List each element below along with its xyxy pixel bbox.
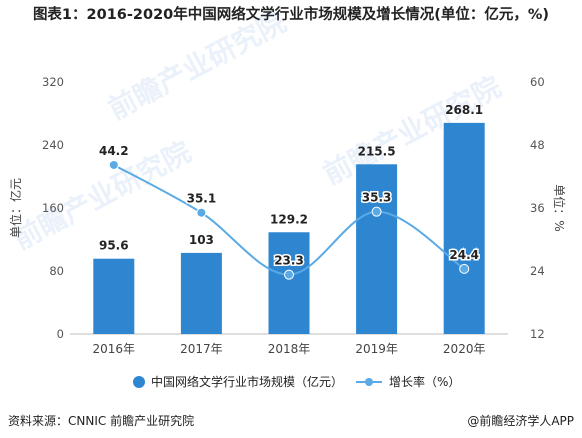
- x-axis-tick-labels: 2016年 2017年 2018年 2019年 2020年: [93, 342, 486, 356]
- right-axis-tick-label: 48: [530, 138, 545, 152]
- bar-series: 95.6 103 129.2 215.5 268.1: [93, 103, 485, 334]
- bar: [356, 164, 398, 334]
- bar: [443, 122, 485, 334]
- line-data-label: 24.4: [449, 248, 479, 262]
- legend-label-bar: 中国网络文学行业市场规模（亿元）: [151, 374, 343, 389]
- left-axis-ticks: 0 80 160 240 320: [42, 75, 64, 341]
- legend-marker-line-dot: [365, 378, 373, 386]
- x-axis-tick-label: 2016年: [93, 342, 136, 356]
- legend-label-line: 增长率（%）: [389, 374, 460, 389]
- x-axis-tick-label: 2019年: [355, 342, 398, 356]
- line-data-label: 44.2: [99, 144, 129, 158]
- watermark: 前瞻产业研究院 前瞻产业研究院 前瞻产业研究院: [8, 5, 507, 256]
- line-point: [284, 269, 294, 280]
- page-title: 图表1：2016-2020年中国网络文学行业市场规模及增长情况(单位：亿元，%): [32, 7, 550, 23]
- x-axis-tick-label: 2017年: [180, 342, 223, 356]
- right-axis-tick-label: 24: [530, 264, 545, 278]
- right-axis-label: 单位：%: [552, 184, 567, 231]
- bar: [180, 252, 222, 334]
- right-axis-tick-label: 36: [530, 201, 545, 215]
- left-axis-tick-label: 320: [42, 75, 64, 89]
- x-axis-tick-label: 2018年: [268, 342, 311, 356]
- line-point: [196, 207, 207, 218]
- right-axis-tick-label: 12: [530, 327, 545, 341]
- left-axis-label: 单位：亿元: [8, 178, 23, 238]
- line-data-label: 35.1: [187, 192, 217, 206]
- credit-note: @前瞻经济学人APP: [467, 414, 574, 428]
- line-point: [108, 159, 119, 170]
- line-point: [459, 263, 470, 274]
- bar: [93, 258, 135, 334]
- bar-data-label: 215.5: [358, 144, 396, 158]
- source-note: 资料来源：CNNIC 前瞻产业研究院: [8, 414, 195, 428]
- legend-marker-bar: [133, 376, 145, 388]
- line-series: 44.2 35.1 23.3 35.3 24.4: [97, 142, 481, 280]
- bar-data-label: 103: [189, 233, 214, 247]
- watermark-text: 前瞻产业研究院: [103, 5, 292, 126]
- left-axis-tick-label: 240: [42, 138, 64, 152]
- line-data-label: 23.3: [274, 254, 304, 268]
- right-axis-tick-label: 60: [530, 75, 545, 89]
- legend: 中国网络文学行业市场规模（亿元） 增长率（%）: [133, 374, 460, 389]
- left-axis-tick-label: 80: [49, 264, 64, 278]
- bar-data-label: 95.6: [99, 239, 129, 253]
- bar-data-label: 129.2: [270, 212, 308, 226]
- bar: [268, 232, 310, 334]
- left-axis-tick-label: 160: [42, 201, 64, 215]
- x-axis-tick-label: 2020年: [443, 342, 486, 356]
- left-axis-tick-label: 0: [57, 327, 64, 341]
- line-point: [371, 206, 382, 217]
- line-data-label: 35.3: [362, 191, 392, 205]
- bar-data-label: 268.1: [445, 103, 483, 117]
- right-axis-ticks: 12 24 36 48 60: [530, 75, 545, 341]
